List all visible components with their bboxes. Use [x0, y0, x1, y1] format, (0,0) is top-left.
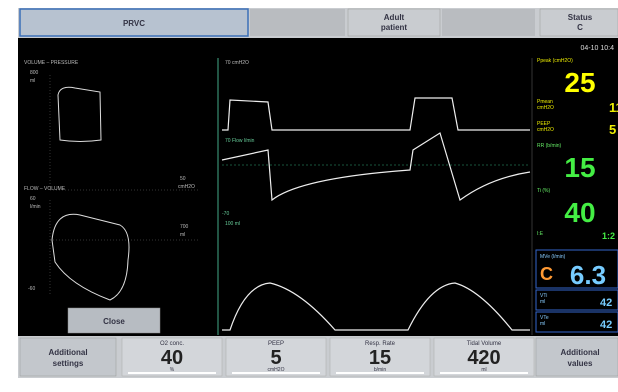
setting-unit: cmH2O	[268, 367, 285, 373]
meas-label: PEEP	[537, 121, 551, 127]
setting-name: Tidal Volume	[467, 341, 502, 347]
wave-label: 70 cmH2O	[225, 60, 249, 66]
button-label: Additional	[48, 348, 87, 357]
meas-label: ml	[540, 299, 545, 305]
meas-label: I:E	[537, 231, 544, 237]
wave-label: 70 Flow l/min	[225, 138, 255, 144]
vte: 42	[600, 319, 612, 331]
blank-tab	[442, 9, 535, 36]
peep: 5	[609, 122, 616, 137]
pv-loop	[57, 86, 102, 142]
button-label: Additional	[560, 348, 599, 357]
vti-box	[535, 289, 618, 311]
loop-label: 50	[180, 176, 186, 182]
pressure-wave	[222, 97, 530, 131]
loop-label: 800	[30, 70, 39, 76]
loop-label: cmH2O	[178, 184, 195, 190]
additional-settings-button[interactable]	[19, 337, 117, 377]
setting-name: O2 conc.	[160, 341, 184, 347]
status: Status	[568, 13, 593, 22]
mode: PRVC	[123, 19, 145, 28]
volume-wave	[222, 282, 530, 331]
meas-label: VTe	[540, 315, 549, 321]
setting-name: PEEP	[268, 341, 284, 347]
patient: Adult	[384, 13, 405, 22]
loop-label: ml	[30, 78, 35, 84]
status: C	[577, 23, 583, 32]
meas-label: ml	[540, 321, 545, 327]
setting-value: 40	[161, 347, 183, 369]
vti: 42	[600, 297, 612, 309]
loop-title: VOLUME – PRESSURE	[24, 60, 79, 66]
blank-tab	[250, 9, 345, 36]
patient: patient	[381, 23, 408, 32]
meas-label: MVe (l/min)	[540, 254, 566, 260]
meas-label: VTi	[540, 293, 547, 299]
meas-label: RR (b/min)	[537, 143, 562, 149]
close-label: Close	[103, 317, 125, 326]
mve-flag: C	[540, 264, 553, 284]
meas-label: Ti (%)	[537, 188, 550, 194]
setting-slider[interactable]	[225, 337, 327, 377]
loop-label: l/min	[30, 204, 41, 210]
meas-label: cmH2O	[537, 127, 554, 133]
loop-label: ml	[180, 232, 185, 238]
button-label: values	[568, 359, 593, 368]
setting-slider[interactable]	[329, 337, 431, 377]
setting-value: 15	[369, 347, 391, 369]
meas-label: Ppeak (cmH2O)	[537, 58, 573, 64]
setting-unit: %	[170, 367, 175, 373]
setting-unit: ml	[481, 367, 486, 373]
vte-box	[535, 311, 618, 333]
status-tab[interactable]	[539, 8, 618, 37]
setting-slider[interactable]	[121, 337, 223, 377]
mve: 6.3	[570, 260, 606, 290]
wave-label: 100 ml	[225, 221, 240, 227]
loop-label: 700	[180, 224, 189, 230]
wave-label: -70	[222, 211, 229, 217]
ti: 40	[564, 197, 595, 228]
close-button[interactable]	[67, 307, 161, 334]
clock: 04-10 10:4	[581, 45, 615, 52]
meas-label: cmH2O	[537, 105, 554, 111]
ppeak: 25	[564, 67, 595, 98]
fv-loop	[51, 213, 130, 301]
setting-name: Resp. Rate	[365, 341, 396, 347]
setting-value: 5	[270, 347, 281, 369]
setting-slider[interactable]	[433, 337, 535, 377]
loop-title: FLOW – VOLUME	[24, 186, 66, 192]
pmean: 11	[609, 100, 618, 115]
patient-tab[interactable]	[347, 8, 441, 37]
additional-values-button[interactable]	[535, 337, 618, 377]
setting-value: 420	[467, 347, 500, 369]
loop-label: 60	[30, 196, 36, 202]
mode-tab[interactable]	[19, 8, 249, 37]
ie: 1:2	[602, 231, 615, 241]
rr: 15	[564, 152, 595, 183]
meas-label: Pmean	[537, 99, 553, 105]
loop-label: -60	[28, 286, 35, 292]
mve-box	[535, 249, 618, 289]
setting-unit: b/min	[374, 367, 386, 373]
flow-wave	[221, 132, 531, 202]
button-label: settings	[53, 359, 84, 368]
